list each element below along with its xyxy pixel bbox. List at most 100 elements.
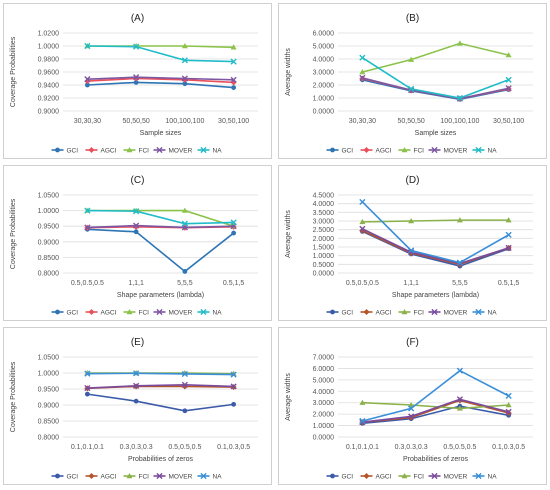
legend-label: MOVER xyxy=(169,309,193,316)
data-point xyxy=(181,220,188,227)
legend-item-na: NA xyxy=(472,146,497,154)
legend-label: FCI xyxy=(139,309,150,316)
chart-title: (D) xyxy=(406,175,420,186)
series-mover xyxy=(84,74,237,83)
legend: GCI AGCI FCI MOVER NA xyxy=(51,308,223,316)
y-tick-label: 3.0000 xyxy=(313,219,335,226)
y-tick-label: 1.0000 xyxy=(313,96,335,103)
series-gci xyxy=(84,391,237,414)
legend-marker xyxy=(156,472,163,480)
data-point xyxy=(408,413,415,420)
y-tick-label: 4.5000 xyxy=(313,193,335,200)
y-tick-label: 1.0500 xyxy=(38,193,60,200)
y-tick-label: 4.0000 xyxy=(313,57,335,64)
series-mover xyxy=(84,381,237,392)
x-tick-label: 5,5,5 xyxy=(177,280,193,287)
y-tick-label: 7.0000 xyxy=(313,355,335,362)
legend-marker xyxy=(475,146,482,154)
legend-item-mover: MOVER xyxy=(428,308,468,316)
chart-panel-f: (F) 0.0000 1.0000 2.0000 3.0000 4.0000 5.0000 6… xyxy=(278,327,547,485)
legend-label: GCI xyxy=(342,147,354,154)
data-point xyxy=(359,399,366,405)
legend-item-agci: AGCI xyxy=(360,473,392,480)
legend-label: NA xyxy=(488,309,498,316)
legend: GCI AGCI FCI MOVER NA xyxy=(326,308,498,316)
data-point xyxy=(359,69,366,75)
data-point xyxy=(408,247,415,254)
data-point xyxy=(231,401,237,407)
legend-label: MOVER xyxy=(169,147,193,154)
x-tick-label: 30,30,30 xyxy=(74,118,101,125)
data-point xyxy=(133,398,139,404)
y-tick-label: 1.0000 xyxy=(38,371,60,378)
legend-label: FCI xyxy=(139,147,150,154)
series-line xyxy=(87,372,234,376)
y-tick-label: 5.0000 xyxy=(313,377,335,384)
x-tick-label: 50,50,50 xyxy=(123,118,150,125)
x-tick-label: 0.5,0.5,0.5 xyxy=(346,280,379,287)
legend-item-gci: GCI xyxy=(326,147,354,154)
data-point xyxy=(84,224,91,231)
series-line xyxy=(362,398,509,423)
y-tick-label: 3.0000 xyxy=(313,70,335,77)
x-axis-title: Probabilities of zeros xyxy=(403,456,468,463)
legend-label: FCI xyxy=(414,147,425,154)
chart-title: (F) xyxy=(406,337,419,348)
chart-panel-e: (E) 0.8000 0.8500 0.9000 0.9500 1.0000 1.0500 0… xyxy=(3,327,272,485)
legend-label: AGCI xyxy=(376,147,392,154)
panel-frame xyxy=(278,3,547,159)
data-point xyxy=(505,217,512,223)
legend-marker xyxy=(200,472,207,480)
x-tick-label: 0.3,0.3,0.3 xyxy=(395,444,428,451)
y-axis-title: Coverage Probabilities xyxy=(10,36,17,107)
y-axis-title: Average widths xyxy=(285,210,292,258)
legend-item-mover: MOVER xyxy=(428,146,468,154)
data-point xyxy=(505,402,512,408)
series-na xyxy=(84,42,237,65)
series-line xyxy=(362,228,509,265)
data-point xyxy=(182,81,188,87)
legend-label: NA xyxy=(213,309,223,316)
y-tick-label: 6.0000 xyxy=(313,31,335,38)
y-tick-label: 0.9800 xyxy=(38,57,60,64)
series-line xyxy=(87,384,234,389)
data-point xyxy=(231,230,237,236)
data-point xyxy=(456,217,463,223)
data-point xyxy=(505,52,512,58)
legend-marker xyxy=(126,147,133,153)
data-point xyxy=(181,43,188,49)
data-point xyxy=(181,381,188,388)
data-point xyxy=(359,225,366,232)
data-point xyxy=(505,85,512,92)
data-point xyxy=(505,392,512,399)
legend-item-gci: GCI xyxy=(51,147,78,154)
legend-item-gci: GCI xyxy=(51,473,78,480)
legend-marker xyxy=(475,308,482,316)
data-point xyxy=(230,76,237,83)
y-tick-label: 6.0000 xyxy=(313,366,335,373)
legend-label: AGCI xyxy=(376,309,392,316)
series-na xyxy=(84,370,237,378)
y-axis-title: Coverage Probabilities xyxy=(10,361,17,432)
y-axis-title: Coverage Probabilities xyxy=(10,198,17,269)
data-point xyxy=(456,94,463,102)
series-line xyxy=(362,369,509,422)
legend-marker xyxy=(401,309,408,315)
data-point xyxy=(230,44,237,50)
legend-item-mover: MOVER xyxy=(153,146,193,154)
legend-marker xyxy=(431,146,438,154)
legend-item-fci: FCI xyxy=(398,147,425,154)
legend-marker xyxy=(55,309,60,315)
legend-label: MOVER xyxy=(444,473,468,480)
series-line xyxy=(361,201,510,264)
series-agci xyxy=(84,75,237,86)
legend-marker xyxy=(475,472,482,480)
y-tick-label: 0.9000 xyxy=(38,239,60,246)
legend-item-na: NA xyxy=(472,308,498,316)
x-axis-title: Probabilities of zeros xyxy=(128,456,193,463)
x-tick-label: 0.1,0.1,0.1 xyxy=(71,444,104,451)
series-na xyxy=(359,198,512,266)
legend-marker xyxy=(156,308,163,316)
data-point xyxy=(133,229,139,235)
x-tick-label: 0.5,1,5 xyxy=(498,280,520,287)
